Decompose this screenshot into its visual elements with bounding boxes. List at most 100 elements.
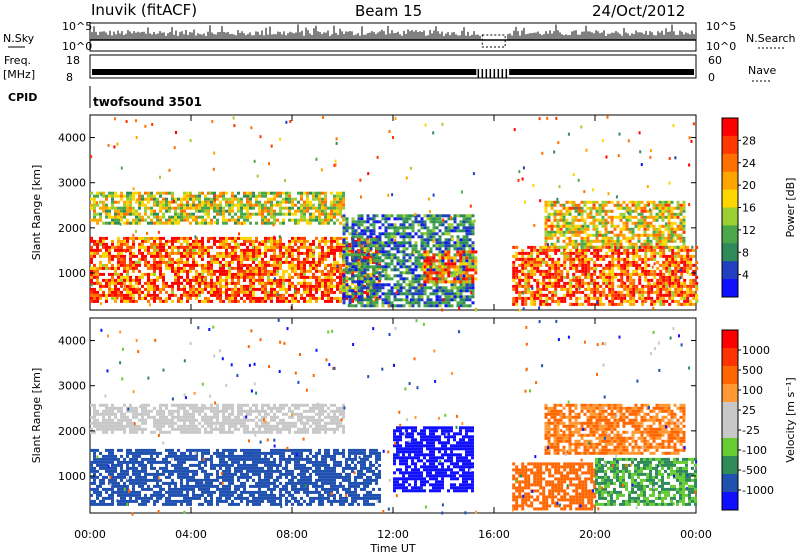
data-cell xyxy=(620,272,624,276)
data-cell xyxy=(102,203,105,207)
data-cell xyxy=(93,215,96,219)
data-cell xyxy=(405,232,409,236)
data-cell xyxy=(339,206,342,210)
data-cell xyxy=(605,263,609,267)
data-cell xyxy=(656,272,660,276)
data-cell xyxy=(450,289,454,293)
data-cell xyxy=(111,197,114,201)
data-cell xyxy=(462,241,466,245)
data-cell xyxy=(357,298,361,302)
data-cell xyxy=(468,295,472,299)
data-cell xyxy=(545,263,549,267)
data-cell xyxy=(93,272,96,276)
data-cell xyxy=(366,265,370,269)
data-cell xyxy=(441,232,445,236)
data-cell xyxy=(369,289,373,293)
data-cell xyxy=(339,287,342,291)
data-cell xyxy=(390,259,394,263)
data-cell xyxy=(192,203,195,207)
data-cell xyxy=(674,254,678,258)
data-cell xyxy=(545,302,549,306)
data-cell xyxy=(456,289,460,293)
data-cell xyxy=(162,215,165,219)
data-cell xyxy=(141,257,144,261)
data-cell xyxy=(638,272,642,276)
data-cell xyxy=(249,293,252,297)
data-cell xyxy=(243,239,246,243)
data-cell xyxy=(601,203,605,207)
data-cell xyxy=(144,254,147,258)
data-cell xyxy=(665,278,669,282)
data-cell xyxy=(643,242,647,246)
data-cell xyxy=(129,275,132,279)
data-cell xyxy=(180,251,183,255)
data-cell xyxy=(156,284,159,288)
data-cell xyxy=(354,265,358,269)
data-cell xyxy=(384,256,388,260)
data-cell xyxy=(252,281,255,285)
data-cell xyxy=(447,214,451,218)
data-cell xyxy=(417,277,421,281)
data-cell xyxy=(105,284,108,288)
data-cell xyxy=(631,215,635,219)
data-cell xyxy=(563,287,567,291)
data-cell xyxy=(258,245,261,249)
data-cell xyxy=(132,239,135,243)
data-cell xyxy=(637,224,641,228)
data-cell xyxy=(345,247,349,251)
data-cell xyxy=(396,304,400,308)
data-cell xyxy=(345,223,349,227)
data-cell xyxy=(459,250,463,254)
data-cell xyxy=(111,281,114,285)
data-cell xyxy=(210,221,213,225)
data-cell xyxy=(183,248,186,252)
nsky-trace xyxy=(90,24,696,48)
data-cell xyxy=(345,244,349,248)
data-cell xyxy=(423,265,427,269)
data-cell xyxy=(237,203,240,207)
data-cell xyxy=(527,290,531,294)
data-cell xyxy=(207,269,210,273)
data-cell xyxy=(384,220,388,224)
data-cell xyxy=(177,245,180,249)
data-cell xyxy=(261,242,264,246)
data-cell xyxy=(366,217,370,221)
data-cell xyxy=(438,277,442,281)
data-cell xyxy=(306,254,309,258)
data-cell xyxy=(450,244,454,248)
data-cell xyxy=(375,298,379,302)
data-cell xyxy=(354,244,358,248)
data-cell xyxy=(291,293,294,297)
data-cell xyxy=(336,236,339,240)
data-cell xyxy=(198,197,201,201)
data-cell xyxy=(638,254,642,258)
data-cell xyxy=(623,266,627,270)
data-cell xyxy=(270,281,273,285)
data-cell xyxy=(674,275,678,279)
data-cell xyxy=(659,272,663,276)
data-cell xyxy=(462,238,466,242)
data-cell xyxy=(692,263,696,267)
data-cell xyxy=(632,299,636,303)
data-cell xyxy=(369,301,373,305)
data-cell xyxy=(285,251,288,255)
data-cell xyxy=(438,271,442,275)
data-cell xyxy=(204,245,207,249)
data-cell xyxy=(231,245,234,249)
data-cell xyxy=(375,241,379,245)
data-cell xyxy=(261,272,264,276)
data-cell xyxy=(351,295,355,299)
data-cell xyxy=(105,281,108,285)
data-cell xyxy=(192,278,195,282)
data-cell xyxy=(210,269,213,273)
data-cell xyxy=(249,239,252,243)
data-cell xyxy=(249,275,252,279)
data-cell xyxy=(348,271,352,275)
data-cell xyxy=(330,245,333,249)
data-cell xyxy=(129,266,132,270)
data-cell xyxy=(414,280,418,284)
data-cell xyxy=(363,220,367,224)
data-cell xyxy=(462,283,466,287)
data-cell xyxy=(405,298,409,302)
data-cell xyxy=(333,212,336,216)
